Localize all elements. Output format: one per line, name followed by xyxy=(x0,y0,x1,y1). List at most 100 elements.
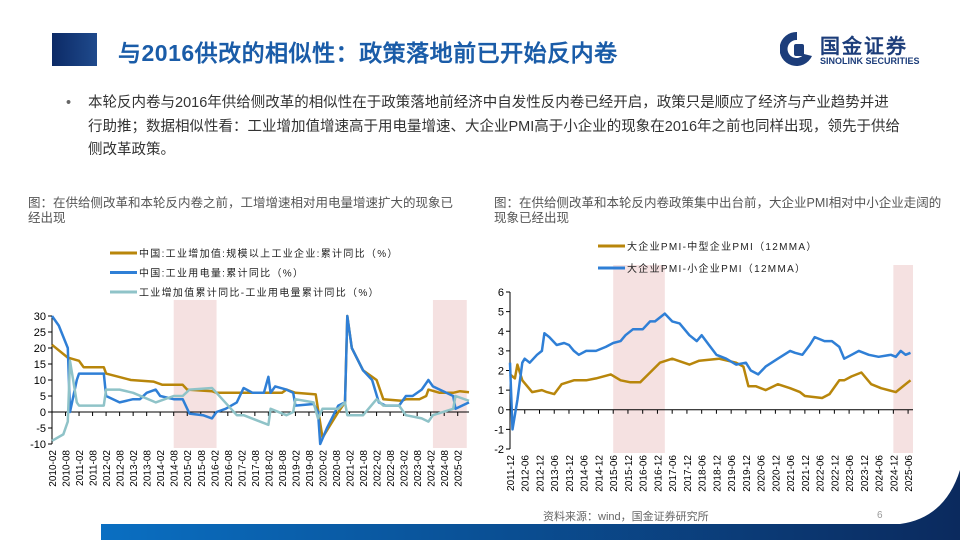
x-tick-label: 2025-06 xyxy=(904,455,915,492)
x-tick-label: 2013-12 xyxy=(565,455,576,492)
x-tick-label: 2023-02 xyxy=(400,450,411,487)
x-tick-label: 2018-08 xyxy=(278,450,289,487)
x-tick-label: 2012-06 xyxy=(521,455,532,492)
x-tick-label: 2020-02 xyxy=(318,450,329,487)
x-tick-label: 2019-08 xyxy=(305,450,316,487)
x-tick-label: 2019-06 xyxy=(727,455,738,492)
legend-label-2: 大企业PMI-小企业PMI（12MMA） xyxy=(627,262,806,275)
x-tick-label: 2011-02 xyxy=(75,450,86,486)
y-tick-label: 30 xyxy=(34,311,46,323)
x-tick-label: 2015-08 xyxy=(197,450,208,487)
right-chart-title: 图：在供给侧改革和本轮反内卷政策集中出台前，大企业PMI相对中小企业走阔的现象已… xyxy=(494,196,942,225)
y-tick-label: 15 xyxy=(34,359,46,371)
shaded-period xyxy=(613,265,665,453)
x-tick-label: 2013-08 xyxy=(143,450,154,487)
x-tick-label: 2012-08 xyxy=(116,450,127,487)
x-tick-label: 2011-08 xyxy=(89,450,100,486)
x-tick-label: 2012-02 xyxy=(102,450,113,487)
x-tick-label: 2010-08 xyxy=(62,450,73,487)
x-tick-label: 2024-12 xyxy=(889,455,900,492)
x-tick-label: 2019-02 xyxy=(291,450,302,487)
x-tick-label: 2014-12 xyxy=(594,455,605,492)
series-line-2 xyxy=(508,312,911,431)
y-tick-label: 6 xyxy=(498,287,504,299)
x-tick-label: 2023-08 xyxy=(413,450,424,487)
x-tick-label: 2021-08 xyxy=(359,450,370,487)
y-tick-label: -10 xyxy=(30,439,46,451)
x-tick-label: 2024-08 xyxy=(440,450,451,487)
x-tick-label: 2017-02 xyxy=(237,450,248,487)
x-tick-label: 2018-02 xyxy=(264,450,275,487)
shaded-period xyxy=(173,300,217,448)
y-tick-label: 5 xyxy=(40,391,46,403)
x-tick-label: 2023-12 xyxy=(860,455,871,492)
x-tick-label: 2020-08 xyxy=(332,450,343,487)
y-tick-label: 20 xyxy=(34,343,46,355)
legend-label-1: 大企业PMI-中型企业PMI（12MMA） xyxy=(627,240,818,253)
y-tick-label: 1 xyxy=(498,385,504,397)
x-tick-label: 2021-02 xyxy=(346,450,357,487)
x-tick-label: 2016-12 xyxy=(653,455,664,492)
y-tick-label: 10 xyxy=(34,375,46,387)
bullet-icon: • xyxy=(66,95,72,111)
company-logo: 国金证券 SINOLINK SECURITIES xyxy=(780,28,940,72)
x-tick-label: 2016-08 xyxy=(224,450,235,487)
x-tick-label: 2017-06 xyxy=(668,455,679,492)
header-accent-block xyxy=(52,33,97,66)
x-tick-label: 2014-06 xyxy=(580,455,591,492)
x-tick-label: 2013-02 xyxy=(129,450,140,487)
y-tick-label: 25 xyxy=(34,327,46,339)
x-tick-label: 2024-02 xyxy=(427,450,438,487)
y-tick-label: -2 xyxy=(494,444,504,456)
y-tick-label: 2 xyxy=(498,366,504,378)
x-tick-label: 2014-02 xyxy=(156,450,167,487)
y-tick-label: 4 xyxy=(498,326,504,338)
x-tick-label: 2024-06 xyxy=(875,455,886,492)
page-number: 6 xyxy=(877,510,883,521)
x-tick-label: 2018-06 xyxy=(698,455,709,492)
x-tick-label: 2021-12 xyxy=(801,455,812,492)
legend-label-2: 中国:工业用电量:累计同比（%） xyxy=(139,267,304,280)
logo-english-name: SINOLINK SECURITIES xyxy=(820,56,920,66)
x-tick-label: 2022-06 xyxy=(816,455,827,492)
y-tick-label: 0 xyxy=(40,407,46,419)
summary-bullet: • 本轮反内卷与2016年供给侧改革的相似性在于政策落地前经济中自发性反内卷已经… xyxy=(66,92,902,163)
x-tick-label: 2014-08 xyxy=(170,450,181,487)
series-line-2 xyxy=(50,314,470,446)
x-tick-label: 2025-02 xyxy=(454,450,465,487)
x-tick-label: 2013-06 xyxy=(550,455,561,492)
footer-band xyxy=(101,470,960,540)
x-tick-label: 2011-12 xyxy=(506,455,517,491)
series-line-3 xyxy=(51,359,470,442)
x-tick-label: 2016-06 xyxy=(639,455,650,492)
y-tick-label: -1 xyxy=(494,424,504,436)
x-tick-label: 2019-12 xyxy=(742,455,753,492)
x-tick-label: 2017-08 xyxy=(251,450,262,487)
x-tick-label: 2020-06 xyxy=(757,455,768,492)
legend-label-1: 中国:工业增加值:规模以上工业企业:累计同比（%） xyxy=(139,247,399,260)
logo-chinese-name: 国金证券 xyxy=(820,36,908,58)
y-tick-label: 5 xyxy=(498,307,504,319)
x-tick-label: 2021-06 xyxy=(786,455,797,492)
legend-label-3: 工业增加值累计同比-工业用电量累计同比（%） xyxy=(139,286,380,299)
x-tick-label: 2017-12 xyxy=(683,455,694,492)
x-tick-label: 2016-02 xyxy=(210,450,221,487)
series-line-1 xyxy=(509,357,912,400)
y-tick-label: 3 xyxy=(498,346,504,358)
left-chart-title: 图：在供给侧改革和本轮反内卷之前，工增增速相对用电量增速扩大的现象已经出现 xyxy=(28,196,454,225)
x-tick-label: 2018-12 xyxy=(712,455,723,492)
x-tick-label: 2023-06 xyxy=(845,455,856,492)
series-line-1 xyxy=(51,314,470,439)
y-tick-label: -5 xyxy=(36,423,46,435)
logo-mark-icon xyxy=(780,31,812,66)
x-tick-label: 2015-02 xyxy=(183,450,194,487)
x-tick-label: 2015-12 xyxy=(624,455,635,492)
source-note: 资料来源：wind，国金证券研究所 xyxy=(543,511,709,523)
x-tick-label: 2020-12 xyxy=(771,455,782,492)
y-tick-label: 0 xyxy=(498,405,504,417)
shaded-period xyxy=(432,300,467,448)
summary-text: 本轮反内卷与2016年供给侧改革的相似性在于政策落地前经济中自发性反内卷已经开启… xyxy=(88,95,901,158)
x-tick-label: 2010-02 xyxy=(48,450,59,487)
